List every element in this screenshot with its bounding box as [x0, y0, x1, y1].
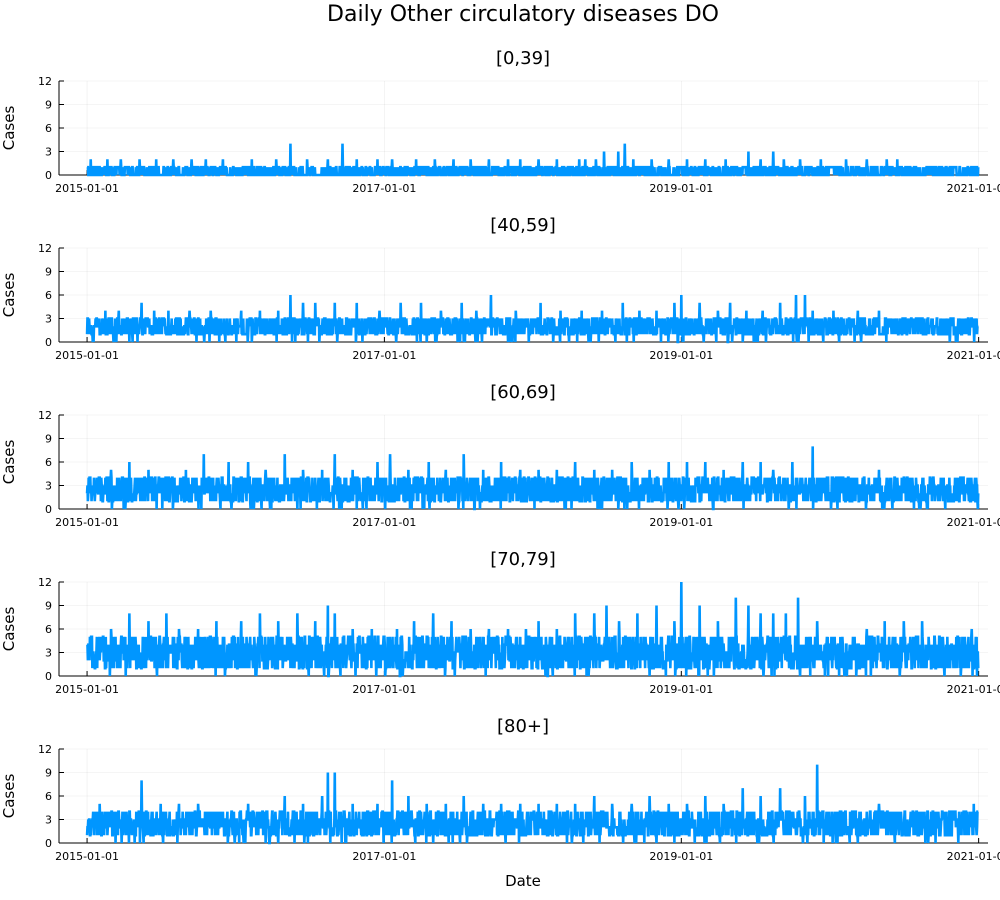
series-line — [85, 764, 979, 845]
x-tick-label: 2017-01-01 — [352, 516, 416, 529]
panel-title: [80+] — [497, 716, 549, 737]
x-axis-label: Date — [505, 872, 541, 890]
x-tick-label: 2017-01-01 — [352, 683, 416, 696]
panel-title: [70,79] — [490, 549, 556, 570]
series-line — [85, 446, 980, 511]
y-axis-label: Cases — [0, 440, 18, 485]
panel-title: [0,39] — [496, 48, 550, 69]
x-tick-label: 2015-01-01 — [55, 683, 119, 696]
x-tick-label: 2019-01-01 — [649, 349, 713, 362]
y-tick-label: 9 — [45, 767, 52, 780]
y-axis-label: Cases — [0, 607, 18, 652]
y-tick-label: 12 — [38, 576, 52, 589]
y-tick-label: 9 — [45, 600, 52, 613]
x-tick-label: 2021-01-01 — [947, 516, 1000, 529]
y-tick-label: 12 — [38, 743, 52, 756]
y-axis-label: Cases — [0, 273, 18, 318]
y-tick-label: 3 — [45, 647, 52, 660]
series-line — [86, 581, 980, 678]
y-tick-label: 9 — [45, 99, 52, 112]
x-tick-label: 2015-01-01 — [55, 850, 119, 863]
y-tick-label: 3 — [45, 480, 52, 493]
y-tick-label: 12 — [38, 242, 52, 255]
y-tick-label: 3 — [45, 313, 52, 326]
y-tick-label: 12 — [38, 409, 52, 422]
panel-3: [60,69] 0 3 6 9 12 2015-01-01 2017-01-01 2019-01… — [0, 382, 1000, 529]
y-tick-label: 6 — [45, 623, 52, 636]
panels-group: [0,39] 0 3 6 9 12 2015-01-01 2017-01-01 2019-01-… — [0, 48, 1000, 863]
y-tick-label: 9 — [45, 266, 52, 279]
y-tick-label: 6 — [45, 790, 52, 803]
y-tick-label: 6 — [45, 456, 52, 469]
y-tick-label: 6 — [45, 289, 52, 302]
x-tick-label: 2019-01-01 — [649, 683, 713, 696]
x-tick-label: 2017-01-01 — [352, 349, 416, 362]
y-tick-label: 0 — [45, 837, 52, 850]
x-tick-label: 2015-01-01 — [55, 182, 119, 195]
x-tick-label: 2021-01-01 — [947, 349, 1000, 362]
y-tick-label: 9 — [45, 433, 52, 446]
y-tick-label: 12 — [38, 75, 52, 88]
y-tick-label: 0 — [45, 169, 52, 182]
x-tick-label: 2021-01-01 — [947, 850, 1000, 863]
y-tick-label: 0 — [45, 503, 52, 516]
y-tick-label: 0 — [45, 670, 52, 683]
x-tick-label: 2019-01-01 — [649, 516, 713, 529]
panel-title: [40,59] — [490, 215, 556, 236]
y-tick-label: 3 — [45, 146, 52, 159]
x-tick-label: 2015-01-01 — [55, 516, 119, 529]
x-tick-label: 2017-01-01 — [352, 182, 416, 195]
x-tick-label: 2017-01-01 — [352, 850, 416, 863]
panel-1: [0,39] 0 3 6 9 12 2015-01-01 2017-01-01 2019-01-… — [0, 48, 1000, 195]
y-tick-label: 3 — [45, 814, 52, 827]
panel-2: [40,59] 0 3 6 9 12 2015-01-01 2017-01-01 2019-01… — [0, 215, 1000, 362]
y-tick-label: 6 — [45, 122, 52, 135]
x-tick-label: 2019-01-01 — [649, 182, 713, 195]
y-tick-label: 0 — [45, 336, 52, 349]
x-tick-label: 2019-01-01 — [649, 850, 713, 863]
panel-title: [60,69] — [490, 382, 556, 403]
y-axis-label: Cases — [0, 106, 18, 151]
series-line — [86, 143, 980, 177]
panel-5: [80+] 0 3 6 9 12 2015-01-01 2017-01-01 2019-01-0… — [0, 716, 1000, 863]
x-tick-label: 2021-01-01 — [947, 182, 1000, 195]
y-axis-label: Cases — [0, 774, 18, 819]
figure-title: Daily Other circulatory diseases DO — [327, 2, 719, 27]
panel-4: [70,79] 0 3 6 9 12 2015-01-01 2017-01-01 2019-01… — [0, 549, 1000, 696]
x-tick-label: 2021-01-01 — [947, 683, 1000, 696]
series-line — [85, 294, 979, 344]
x-tick-label: 2015-01-01 — [55, 349, 119, 362]
